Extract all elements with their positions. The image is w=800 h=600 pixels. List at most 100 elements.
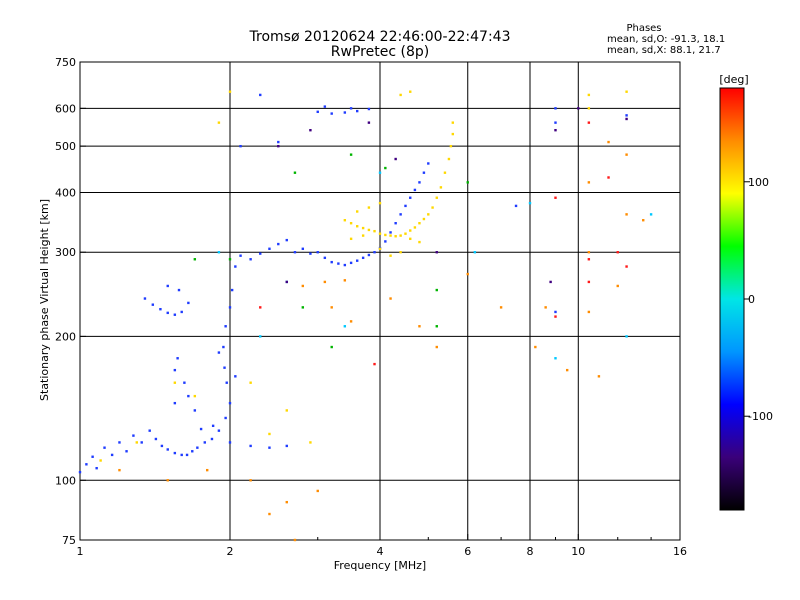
data-point bbox=[587, 310, 591, 314]
data-point bbox=[239, 254, 242, 257]
data-point bbox=[443, 171, 447, 174]
data-point bbox=[224, 416, 227, 420]
data-point bbox=[404, 204, 407, 208]
colorbar-label: [deg] bbox=[719, 73, 748, 86]
data-point bbox=[173, 368, 177, 372]
y-axis-ticks: 75 100 200 300 400 500 600 750 bbox=[55, 56, 86, 547]
data-point bbox=[293, 251, 297, 254]
data-point bbox=[148, 429, 151, 432]
data-point bbox=[173, 313, 177, 316]
data-point bbox=[125, 450, 128, 453]
data-point bbox=[587, 258, 591, 261]
data-point bbox=[330, 306, 333, 309]
data-point bbox=[625, 117, 628, 121]
data-point bbox=[399, 251, 402, 254]
data-point bbox=[409, 90, 412, 93]
data-point bbox=[343, 263, 347, 267]
data-point bbox=[210, 437, 214, 441]
data-point bbox=[337, 262, 340, 265]
data-point bbox=[394, 222, 397, 225]
data-point bbox=[422, 217, 426, 221]
x-tick-label: 10 bbox=[571, 545, 585, 558]
data-point bbox=[343, 325, 347, 328]
data-points bbox=[78, 90, 653, 542]
data-point bbox=[187, 394, 190, 398]
data-point bbox=[293, 171, 297, 174]
data-point bbox=[447, 157, 451, 161]
data-point bbox=[373, 362, 376, 366]
data-point bbox=[177, 288, 181, 292]
data-point bbox=[301, 284, 305, 288]
data-point bbox=[203, 441, 206, 444]
data-point bbox=[176, 357, 179, 360]
data-point bbox=[554, 357, 557, 360]
data-point bbox=[439, 186, 443, 189]
data-point bbox=[528, 201, 532, 205]
data-point bbox=[427, 162, 430, 165]
data-point bbox=[159, 307, 162, 311]
data-point bbox=[418, 181, 421, 184]
data-point bbox=[534, 345, 537, 349]
data-point bbox=[587, 121, 591, 124]
data-point bbox=[191, 450, 194, 453]
data-point bbox=[607, 140, 610, 144]
x-axis-label: Frequency [MHz] bbox=[334, 559, 426, 572]
data-point bbox=[268, 432, 271, 436]
data-point bbox=[451, 132, 455, 136]
data-point bbox=[180, 453, 183, 457]
data-point bbox=[259, 252, 262, 255]
data-point bbox=[259, 335, 262, 338]
data-point bbox=[409, 229, 412, 232]
y-tick-label: 600 bbox=[55, 102, 76, 115]
x-tick-label: 16 bbox=[673, 545, 687, 558]
data-point bbox=[554, 128, 557, 132]
data-point bbox=[413, 226, 417, 229]
data-point bbox=[399, 213, 402, 216]
data-point bbox=[95, 466, 98, 470]
data-point bbox=[316, 110, 319, 114]
data-point bbox=[343, 279, 347, 282]
data-point bbox=[132, 434, 135, 437]
data-point bbox=[323, 256, 327, 260]
data-point bbox=[394, 157, 397, 161]
data-point bbox=[228, 90, 232, 93]
data-point bbox=[166, 284, 169, 288]
data-point bbox=[554, 121, 557, 124]
data-point bbox=[355, 259, 359, 262]
data-point bbox=[587, 251, 591, 254]
data-point bbox=[554, 310, 557, 314]
colorbar-gradient bbox=[719, 87, 745, 511]
data-point bbox=[378, 247, 382, 250]
data-point bbox=[367, 228, 371, 232]
data-point bbox=[418, 240, 421, 244]
colorbar-tick-label: 0 bbox=[748, 293, 755, 306]
data-point bbox=[466, 272, 469, 276]
y-tick-label: 500 bbox=[55, 140, 76, 153]
data-point bbox=[118, 468, 121, 472]
x-tick-label: 1 bbox=[77, 545, 84, 558]
legend-title: Phases bbox=[626, 23, 661, 34]
data-point bbox=[422, 171, 426, 174]
data-point bbox=[143, 297, 147, 300]
data-point bbox=[367, 107, 371, 111]
data-point bbox=[616, 284, 619, 288]
data-point bbox=[649, 213, 653, 216]
data-point bbox=[277, 144, 280, 148]
data-point bbox=[268, 247, 271, 250]
data-point bbox=[409, 237, 412, 241]
data-point bbox=[285, 409, 288, 412]
data-point bbox=[78, 470, 82, 474]
data-point bbox=[616, 251, 619, 254]
data-point bbox=[301, 247, 305, 250]
chart-title: Tromsø 20120624 22:46:00-22:47:43 bbox=[249, 29, 511, 45]
data-point bbox=[193, 409, 197, 412]
data-point bbox=[399, 93, 402, 97]
data-point bbox=[166, 311, 169, 315]
data-point bbox=[173, 451, 177, 455]
data-point bbox=[183, 381, 186, 384]
colorbar: [deg] 100 0 -100 bbox=[719, 73, 773, 511]
data-point bbox=[228, 401, 232, 405]
data-point bbox=[99, 459, 102, 462]
data-point bbox=[309, 128, 312, 132]
